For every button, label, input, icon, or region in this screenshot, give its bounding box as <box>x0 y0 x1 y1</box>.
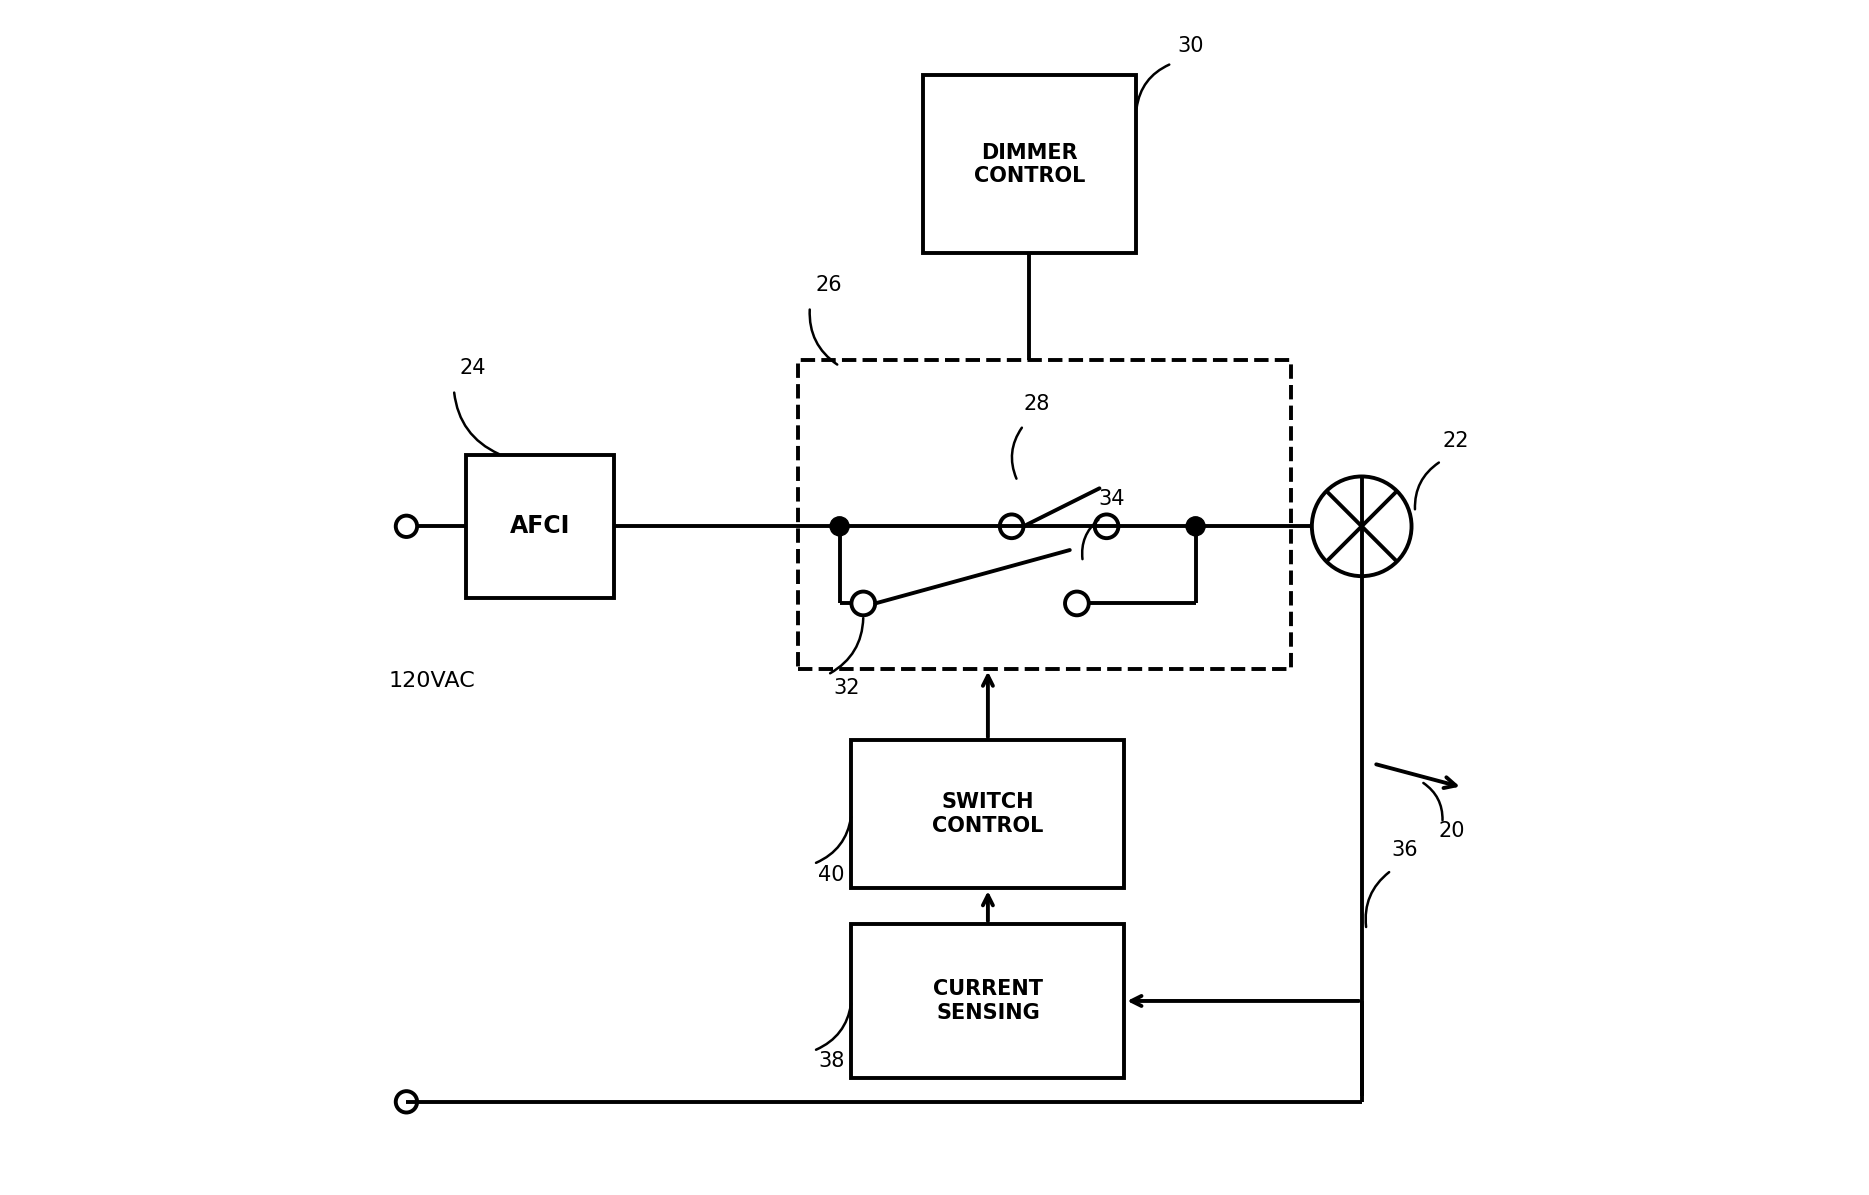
Text: CURRENT
SENSING: CURRENT SENSING <box>933 980 1043 1023</box>
Text: 32: 32 <box>834 678 860 698</box>
Circle shape <box>1187 516 1206 535</box>
Text: 30: 30 <box>1177 36 1204 56</box>
Circle shape <box>830 516 849 535</box>
Text: 36: 36 <box>1391 840 1419 860</box>
Text: DIMMER
CONTROL: DIMMER CONTROL <box>974 142 1086 186</box>
Text: 34: 34 <box>1099 489 1125 509</box>
Bar <box>465 455 615 598</box>
Text: SWITCH
CONTROL: SWITCH CONTROL <box>933 792 1043 835</box>
Text: 120VAC: 120VAC <box>389 670 475 691</box>
Text: 28: 28 <box>1024 394 1050 413</box>
Bar <box>852 740 1125 888</box>
Text: 24: 24 <box>460 358 486 379</box>
Text: 26: 26 <box>817 275 843 295</box>
Bar <box>852 924 1125 1078</box>
Text: 40: 40 <box>819 864 845 884</box>
Bar <box>798 360 1290 669</box>
Text: 38: 38 <box>819 1052 845 1072</box>
Text: AFCI: AFCI <box>510 514 570 538</box>
Text: 20: 20 <box>1439 821 1465 841</box>
Bar <box>923 75 1136 253</box>
Text: 22: 22 <box>1443 430 1469 451</box>
